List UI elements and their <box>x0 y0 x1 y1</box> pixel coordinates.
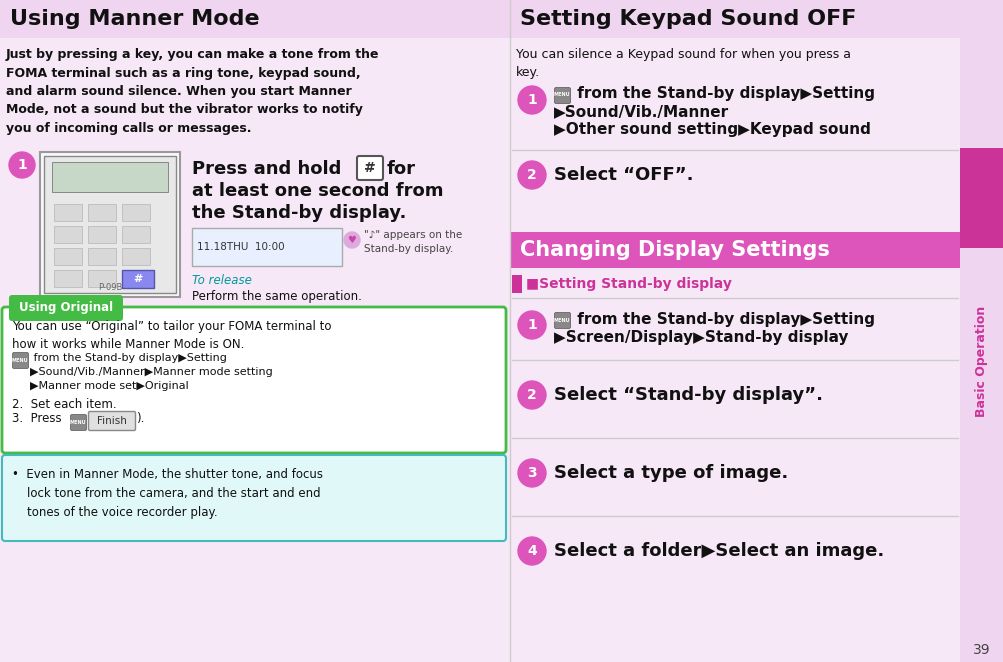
Text: Using Manner Mode: Using Manner Mode <box>10 9 260 29</box>
Text: ▶Sound/Vib./Manner: ▶Sound/Vib./Manner <box>554 104 728 119</box>
Text: MENU: MENU <box>69 420 86 424</box>
FancyBboxPatch shape <box>554 312 570 328</box>
Text: 11.18THU  10:00: 11.18THU 10:00 <box>197 242 284 252</box>
Circle shape <box>518 459 546 487</box>
Bar <box>0 0 510 38</box>
Text: from the Stand-by display▶Setting: from the Stand-by display▶Setting <box>572 86 875 101</box>
Bar <box>122 248 149 265</box>
Bar <box>122 204 149 221</box>
Text: •  Even in Manner Mode, the shutter tone, and focus
    lock tone from the camer: • Even in Manner Mode, the shutter tone,… <box>12 468 323 519</box>
Text: Just by pressing a key, you can make a tone from the
FOMA terminal such as a rin: Just by pressing a key, you can make a t… <box>6 48 379 135</box>
Circle shape <box>344 232 360 248</box>
Bar <box>959 148 1003 248</box>
Text: #: # <box>133 274 142 284</box>
Bar <box>959 0 1003 662</box>
Circle shape <box>518 161 546 189</box>
Text: Setting Keypad Sound OFF: Setting Keypad Sound OFF <box>520 9 856 29</box>
Bar <box>122 270 149 287</box>
Text: You can silence a Keypad sound for when you press a
key.: You can silence a Keypad sound for when … <box>516 48 851 79</box>
Bar <box>54 226 82 243</box>
Bar <box>512 275 522 293</box>
Text: MENU: MENU <box>553 318 570 322</box>
Text: "♪" appears on the: "♪" appears on the <box>364 230 461 240</box>
Bar <box>88 204 116 221</box>
Text: Finish: Finish <box>97 416 126 426</box>
Text: for: for <box>386 160 415 178</box>
Text: 3: 3 <box>527 466 537 480</box>
Text: ).: ). <box>135 412 144 425</box>
Bar <box>88 226 116 243</box>
Bar <box>122 226 149 243</box>
Circle shape <box>518 86 546 114</box>
Bar <box>54 248 82 265</box>
FancyBboxPatch shape <box>70 414 86 430</box>
FancyBboxPatch shape <box>357 156 382 180</box>
Text: Select a type of image.: Select a type of image. <box>554 464 787 482</box>
Text: ▶Sound/Vib./Manner▶Manner mode setting: ▶Sound/Vib./Manner▶Manner mode setting <box>30 367 273 377</box>
Text: Select “OFF”.: Select “OFF”. <box>554 166 693 184</box>
Circle shape <box>518 537 546 565</box>
Text: Changing Display Settings: Changing Display Settings <box>520 240 829 260</box>
Text: from the Stand-by display▶Setting: from the Stand-by display▶Setting <box>30 353 227 363</box>
Text: MENU: MENU <box>12 357 28 363</box>
Bar <box>88 248 116 265</box>
Text: Using Original: Using Original <box>19 301 113 314</box>
Text: #: # <box>364 161 375 175</box>
Text: 4: 4 <box>527 544 537 558</box>
Bar <box>192 228 342 266</box>
Circle shape <box>518 381 546 409</box>
Bar <box>54 270 82 287</box>
Text: at least one second from: at least one second from <box>192 182 443 200</box>
FancyBboxPatch shape <box>2 455 506 541</box>
Bar <box>0 0 510 662</box>
Bar <box>510 0 959 38</box>
Text: Basic Operation: Basic Operation <box>975 305 988 416</box>
Text: MENU: MENU <box>553 93 570 97</box>
Circle shape <box>9 152 35 178</box>
Text: ♥: ♥ <box>347 235 356 245</box>
Text: from the Stand-by display▶Setting: from the Stand-by display▶Setting <box>572 312 875 327</box>
FancyBboxPatch shape <box>554 87 570 103</box>
Text: 3.  Press: 3. Press <box>12 412 61 425</box>
Bar <box>44 156 176 293</box>
Text: Press and hold: Press and hold <box>192 160 341 178</box>
Text: Stand-by display.: Stand-by display. <box>364 244 452 254</box>
Bar <box>40 152 180 297</box>
Text: To release: To release <box>192 274 252 287</box>
Bar <box>122 270 153 288</box>
Text: the Stand-by display.: the Stand-by display. <box>192 204 406 222</box>
FancyBboxPatch shape <box>88 412 135 430</box>
Text: ▶Screen/Display▶Stand-by display: ▶Screen/Display▶Stand-by display <box>554 330 848 345</box>
Bar <box>88 270 116 287</box>
Text: 2.  Set each item.: 2. Set each item. <box>12 398 116 411</box>
Text: ▶Manner mode set▶Original: ▶Manner mode set▶Original <box>30 381 189 391</box>
Text: ▶Other sound setting▶Keypad sound: ▶Other sound setting▶Keypad sound <box>554 122 870 137</box>
Circle shape <box>518 311 546 339</box>
Text: You can use “Original” to tailor your FOMA terminal to
how it works while Manner: You can use “Original” to tailor your FO… <box>12 320 331 351</box>
Text: P-09B: P-09B <box>97 283 122 291</box>
FancyBboxPatch shape <box>2 307 506 453</box>
Bar <box>54 204 82 221</box>
Text: 1: 1 <box>527 93 537 107</box>
FancyBboxPatch shape <box>12 352 28 369</box>
Text: 1: 1 <box>527 318 537 332</box>
Bar <box>510 0 959 662</box>
Text: 39: 39 <box>972 643 990 657</box>
Bar <box>52 162 168 192</box>
Text: Select a folder▶Select an image.: Select a folder▶Select an image. <box>554 542 884 560</box>
Text: 2: 2 <box>527 168 537 182</box>
Text: ■Setting Stand-by display: ■Setting Stand-by display <box>526 277 731 291</box>
Text: Perform the same operation.: Perform the same operation. <box>192 290 361 303</box>
Text: 1: 1 <box>17 158 27 172</box>
Text: Select “Stand-by display”.: Select “Stand-by display”. <box>554 386 822 404</box>
Bar <box>510 232 959 268</box>
Text: 2: 2 <box>527 388 537 402</box>
FancyBboxPatch shape <box>9 295 123 321</box>
